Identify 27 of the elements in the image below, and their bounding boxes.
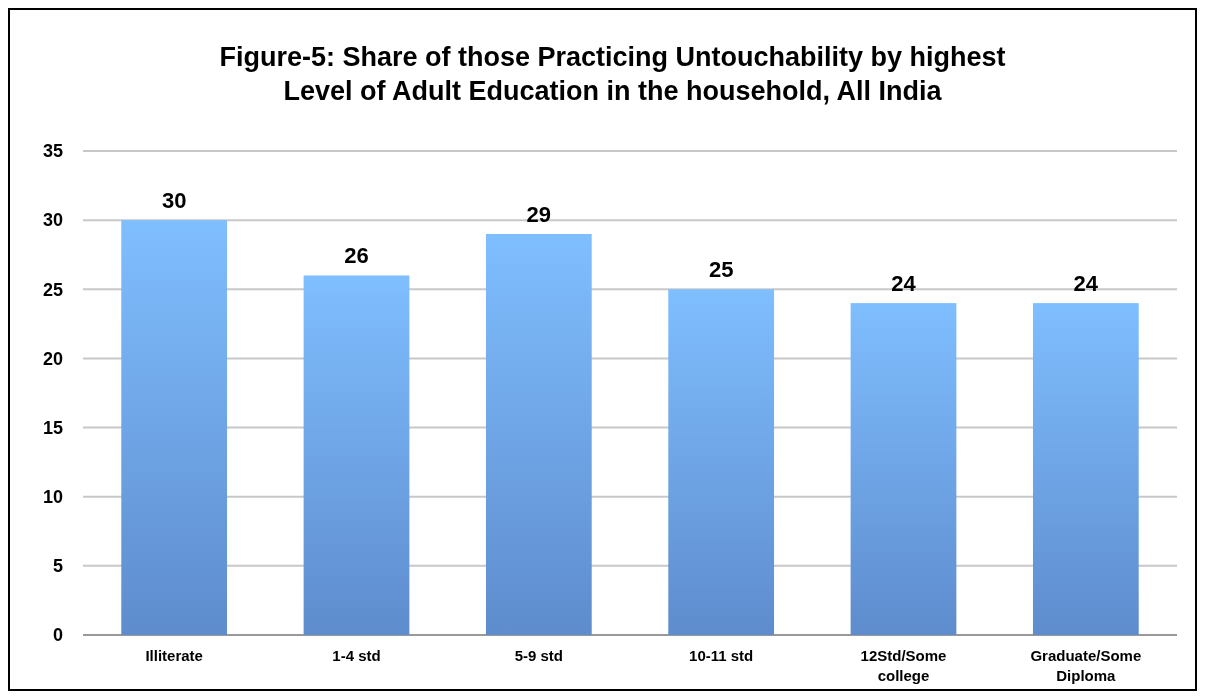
x-tick-label: Graduate/Some Diploma — [1030, 647, 1142, 684]
x-tick-label: 1-4 std — [332, 647, 381, 664]
x-tick-label: 5-9 std — [514, 647, 564, 664]
data-label: 26 — [344, 243, 369, 269]
y-tick-label: 20 — [42, 348, 63, 369]
data-label: 24 — [891, 271, 917, 297]
chart-title: Figure-5: Share of those Practicing Untouchability by highest Level of Adult Education in the household, All India — [219, 42, 1006, 106]
y-tick-label: 0 — [52, 625, 63, 646]
data-label: 30 — [161, 188, 187, 214]
bar — [668, 289, 775, 635]
x-tick-label: Illiterate — [145, 647, 203, 664]
data-label: 24 — [1073, 271, 1099, 297]
data-label: 25 — [708, 257, 734, 283]
bar — [850, 303, 957, 635]
data-label: 29 — [526, 201, 552, 227]
y-tick-label: 35 — [42, 141, 63, 162]
y-tick-label: 5 — [52, 556, 63, 577]
y-tick-label: 25 — [42, 279, 63, 300]
x-tick-label: 10-11 std — [689, 647, 754, 664]
bar — [1032, 303, 1139, 635]
bar — [303, 275, 410, 635]
bar — [485, 233, 592, 635]
y-tick-label: 10 — [42, 487, 63, 508]
y-tick-label: 15 — [42, 417, 63, 438]
bar — [121, 220, 228, 635]
y-tick-label: 30 — [42, 210, 63, 231]
x-tick-label: 12Std/Some college — [860, 647, 947, 684]
